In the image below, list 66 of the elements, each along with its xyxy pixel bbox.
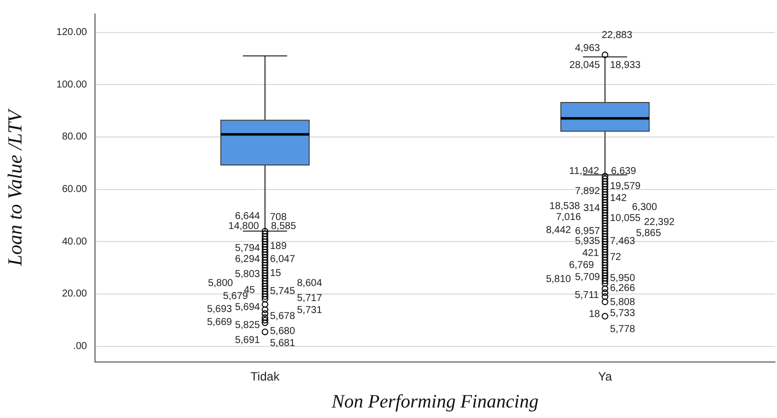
y-tick-label: 20.00	[62, 288, 88, 300]
annotation: 5,693	[206, 304, 232, 315]
y-tick-label: 120.00	[56, 27, 88, 38]
annotation: 18	[588, 308, 600, 320]
annotation: 5,680	[270, 326, 296, 337]
annotation: 7,016	[556, 212, 582, 223]
annotation: 5,694	[234, 302, 260, 313]
annotation: 5,733	[610, 308, 636, 319]
annotation: 5,745	[270, 286, 296, 297]
annotation: 6,266	[610, 282, 636, 294]
annotation: 5,825	[234, 320, 260, 331]
annotation: 18,538	[549, 200, 580, 212]
annotation: 19,579	[610, 180, 642, 192]
y-tick-label: 60.00	[62, 184, 88, 196]
annotation: 8,604	[297, 278, 322, 289]
annotation: 6,294	[234, 254, 260, 265]
y-tick-label: 80.00	[62, 132, 88, 143]
annotation: 5,803	[234, 268, 260, 280]
y-tick-label: .00	[73, 341, 88, 352]
annotation: 6,957	[574, 226, 600, 237]
annotation: 5,808	[610, 296, 636, 308]
annotation: 72	[610, 252, 622, 263]
annotation: 7,892	[574, 186, 600, 197]
annotation: 5,810	[546, 274, 572, 285]
y-axis-title: Loan to Value /LTV	[4, 107, 26, 267]
annotation: 5,950	[610, 272, 636, 284]
y-tick-label: 40.00	[62, 236, 88, 248]
annotation: 5,794	[234, 242, 260, 254]
annotation: 5,681	[270, 338, 296, 349]
annotation: 5,711	[574, 290, 600, 301]
annotation: 6,047	[270, 254, 296, 265]
annotation: 5,709	[574, 272, 600, 283]
annotation: 5,865	[636, 228, 662, 239]
annotation: 5,731	[297, 304, 322, 316]
x-tick-label: Tidak	[250, 370, 280, 384]
annotation: 5,800	[208, 278, 234, 289]
annotation: 5,678	[270, 310, 296, 322]
annotation: 6,639	[611, 166, 636, 177]
annotation: 22,883	[602, 30, 633, 41]
annotation: 5,669	[206, 316, 232, 328]
annotation: 6,644	[234, 210, 260, 222]
annotation: 421	[582, 248, 600, 259]
annotation: 28,045	[569, 60, 600, 71]
annotation: 708	[270, 212, 288, 223]
annotation: 8,585	[271, 220, 296, 232]
annotation: 5,778	[610, 324, 636, 335]
annotation: 18,933	[610, 60, 642, 71]
annotation: 5,691	[234, 334, 260, 346]
annotation: 22,392	[644, 216, 676, 228]
annotation: 10,055	[610, 212, 642, 224]
annotation: 4,963	[574, 42, 600, 54]
annotation: 5,935	[574, 236, 600, 247]
annotation: 11,942	[569, 166, 600, 177]
annotation: 14,800	[228, 220, 260, 232]
annotation: 5,717	[297, 292, 322, 304]
annotation: 7,463	[610, 236, 636, 247]
y-tick-label: 100.00	[56, 79, 88, 90]
x-axis-title: Non Performing Financing	[330, 392, 538, 413]
annotation: 142	[610, 192, 628, 204]
annotation: 6,769	[568, 260, 594, 271]
annotation: 15	[270, 268, 282, 279]
annotation: 8,442	[546, 224, 572, 236]
annotation: 314	[583, 202, 600, 214]
annotation: 189	[270, 240, 288, 252]
annotation: 6,300	[632, 202, 658, 213]
x-tick-label: Ya	[598, 370, 612, 384]
